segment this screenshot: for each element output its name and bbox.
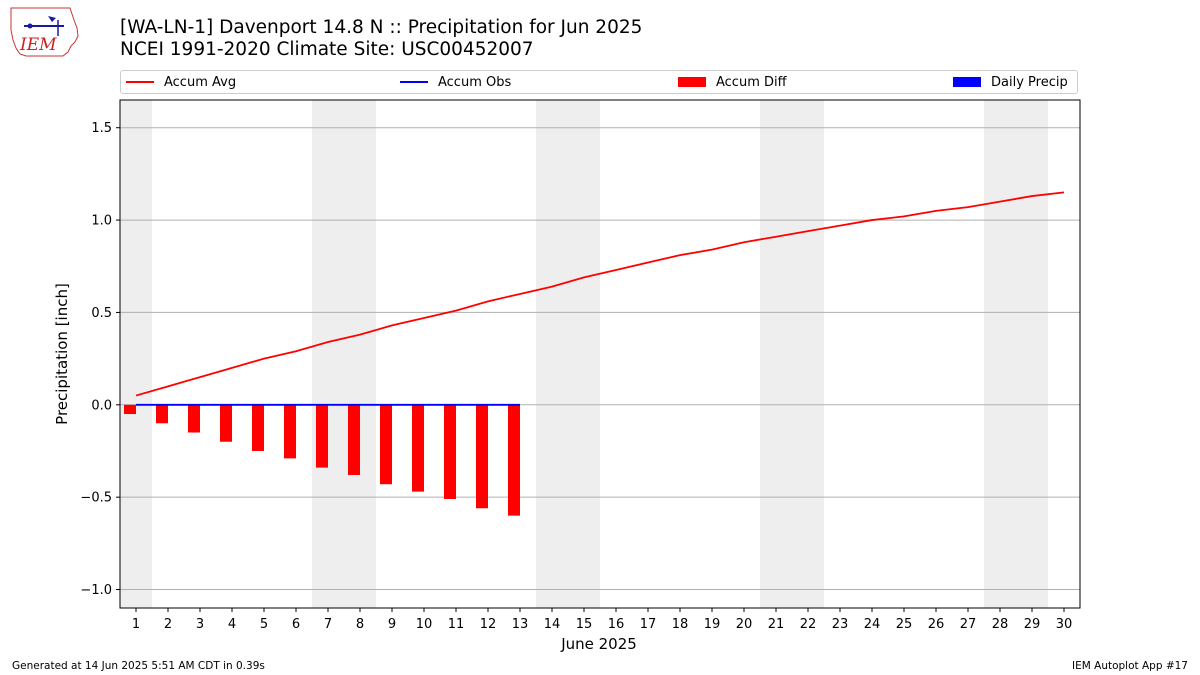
generated-timestamp: Generated at 14 Jun 2025 5:51 AM CDT in …	[12, 660, 265, 672]
x-tick-label: 29	[1024, 617, 1041, 632]
bar-accum-diff	[124, 404, 136, 415]
y-tick-label: 0.5	[91, 306, 112, 321]
bar-accum-diff	[316, 404, 328, 468]
x-tick-label: 9	[388, 617, 396, 632]
series-line-accum-avg	[135, 191, 1065, 397]
x-tick-label: 10	[416, 617, 433, 632]
bar-accum-diff	[444, 404, 456, 500]
bar-accum-diff	[188, 404, 200, 433]
logo-text: IEM	[19, 35, 57, 55]
bar-accum-diff	[508, 404, 520, 516]
weekend-band	[344, 100, 376, 608]
x-tick-label: 5	[260, 617, 268, 632]
legend-swatch	[400, 81, 428, 83]
bar-accum-diff	[220, 404, 232, 442]
y-tick-label: 1.5	[91, 121, 112, 136]
app-label: IEM Autoplot App #17	[1072, 660, 1188, 672]
bar-accum-diff	[156, 404, 168, 424]
legend-item-accum-obs: Accum Obs	[400, 71, 511, 93]
x-tick-label: 16	[608, 617, 625, 632]
legend-swatch	[953, 77, 981, 87]
bar-accum-diff	[476, 404, 488, 509]
bar-accum-diff	[412, 404, 424, 492]
chart-subtitle: NCEI 1991-2020 Climate Site: USC00452007	[120, 39, 534, 60]
weekend-band	[760, 100, 792, 608]
x-tick-label: 13	[512, 617, 529, 632]
legend-item-daily-precip: Daily Precip	[953, 71, 1068, 93]
x-tick-label: 1	[132, 617, 140, 632]
x-tick-label: 23	[832, 617, 849, 632]
x-tick-label: 25	[896, 617, 913, 632]
bar-accum-diff	[348, 404, 360, 475]
legend-label: Accum Obs	[438, 74, 512, 90]
x-tick-label: 19	[704, 617, 721, 632]
weekend-band	[312, 100, 344, 608]
legend-item-accum-avg: Accum Avg	[126, 71, 236, 93]
weekend-band	[120, 100, 152, 608]
plot-frame	[119, 99, 1081, 609]
weekend-band	[536, 100, 568, 608]
x-tick-label: 3	[196, 617, 204, 632]
bar-accum-diff	[380, 404, 392, 485]
x-tick-label: 6	[292, 617, 300, 632]
x-tick-label: 27	[960, 617, 977, 632]
weekend-band	[792, 100, 824, 608]
x-tick-label: 22	[800, 617, 817, 632]
x-tick-label: 14	[544, 617, 561, 632]
x-tick-label: 30	[1056, 617, 1073, 632]
legend-swatch	[678, 77, 706, 87]
x-tick-label: 21	[768, 617, 785, 632]
legend-label: Accum Diff	[716, 74, 787, 90]
x-tick-label: 24	[864, 617, 881, 632]
y-tick-label: 1.0	[91, 214, 112, 229]
x-tick-label: 15	[576, 617, 593, 632]
y-axis-label: Precipitation [inch]	[53, 283, 71, 425]
x-tick-label: 26	[928, 617, 945, 632]
chart-title: [WA-LN-1] Davenport 14.8 N :: Precipitat…	[120, 17, 643, 38]
weekend-band	[1016, 100, 1048, 608]
x-tick-label: 2	[164, 617, 172, 632]
x-tick-label: 12	[480, 617, 497, 632]
x-tick-label: 8	[356, 617, 364, 632]
x-tick-label: 7	[324, 617, 332, 632]
x-tick-label: 18	[672, 617, 689, 632]
legend-label: Accum Avg	[164, 74, 237, 90]
legend: Accum Avg Accum Obs Accum Diff Daily Pre…	[120, 70, 1078, 94]
x-tick-label: 28	[992, 617, 1009, 632]
x-tick-label: 4	[228, 617, 236, 632]
y-tick-label: −1.0	[80, 583, 112, 598]
x-axis-label: June 2025	[560, 635, 637, 653]
weekend-band	[984, 100, 1016, 608]
legend-swatch	[126, 81, 154, 83]
legend-item-accum-diff: Accum Diff	[678, 71, 787, 93]
x-tick-label: 11	[448, 617, 465, 632]
legend-label: Daily Precip	[991, 74, 1068, 90]
bar-accum-diff	[252, 404, 264, 451]
y-tick-label: 0.0	[91, 398, 112, 413]
weekend-band	[568, 100, 600, 608]
x-tick-label: 20	[736, 617, 753, 632]
y-tick-label: −0.5	[80, 491, 112, 506]
iem-logo: IEM	[10, 7, 79, 57]
bar-accum-diff	[284, 404, 296, 459]
x-tick-label: 17	[640, 617, 657, 632]
